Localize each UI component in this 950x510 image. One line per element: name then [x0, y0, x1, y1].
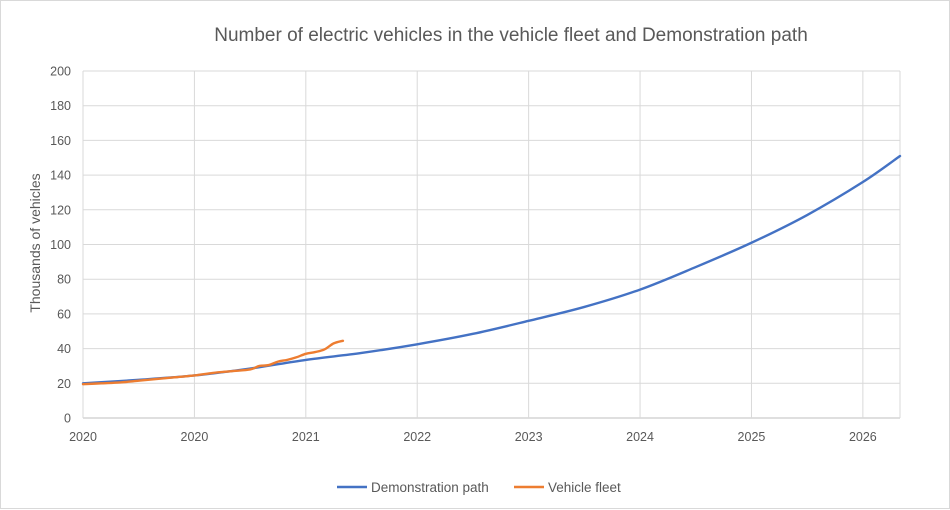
x-axis-ticks: 2020 2020 2021 2022 2023 2024 2025 2026: [69, 430, 877, 444]
x-tick-label: 2022: [403, 430, 431, 444]
series-lines: [81, 154, 902, 386]
x-tick-label: 2025: [738, 430, 766, 444]
x-tick-label: 2023: [515, 430, 543, 444]
y-tick-label: 100: [50, 238, 71, 252]
y-tick-label: 80: [57, 273, 71, 287]
y-tick-label: 180: [50, 99, 71, 113]
x-tick-label: 2020: [69, 430, 97, 444]
x-tick-label: 2026: [849, 430, 877, 444]
y-tick-label: 60: [57, 307, 71, 321]
legend: Demonstration path Vehicle fleet: [337, 480, 621, 495]
x-tick-label: 2021: [292, 430, 320, 444]
y-tick-label: 20: [57, 377, 71, 391]
y-tick-label: 200: [50, 65, 71, 79]
y-tick-label: 160: [50, 134, 71, 148]
gridlines: [82, 70, 901, 419]
legend-label-vehicle-fleet: Vehicle fleet: [548, 480, 621, 495]
y-tick-label: 120: [50, 203, 71, 217]
x-tick-label: 2024: [626, 430, 654, 444]
y-tick-label: 140: [50, 169, 71, 183]
y-axis-label: Thousands of vehicles: [27, 173, 43, 312]
demonstration-path-line: [81, 154, 902, 385]
chart-title: Number of electric vehicles in the vehic…: [214, 25, 808, 46]
y-axis-ticks: 0 20 40 60 80 100 120 140 160 180 200: [50, 65, 71, 426]
y-tick-label: 0: [64, 412, 71, 426]
legend-label-demonstration-path: Demonstration path: [371, 480, 489, 495]
vehicle-fleet-line: [81, 339, 345, 386]
y-tick-label: 40: [57, 342, 71, 356]
x-tick-label: 2020: [181, 430, 209, 444]
